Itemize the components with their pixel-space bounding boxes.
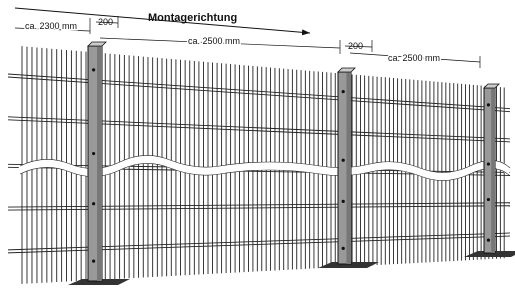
dimension-label: ca. 2500 mm — [388, 53, 440, 63]
direction-label: Montagerichtung — [148, 12, 237, 24]
dimension-label: 200 — [98, 17, 113, 27]
post-cap — [338, 68, 355, 72]
wire — [8, 77, 510, 112]
dimension-label: 200 — [348, 41, 363, 51]
wire — [8, 233, 510, 250]
post-clip — [342, 90, 345, 93]
post-cap — [88, 42, 106, 46]
post-clip — [487, 198, 490, 201]
post-clip — [92, 260, 95, 263]
wire — [8, 117, 510, 139]
wire — [8, 74, 510, 109]
post-clip — [342, 247, 345, 250]
dimension-label: ca. 2500 mm — [188, 36, 240, 46]
post-clip — [487, 239, 490, 242]
post-clip — [487, 162, 490, 165]
wire — [8, 236, 510, 253]
post-clip — [342, 159, 345, 162]
post-side — [491, 88, 495, 253]
post-side — [346, 72, 351, 264]
post-clip — [487, 103, 490, 106]
post-side — [97, 46, 102, 281]
post-clip — [342, 200, 345, 203]
post-clip — [92, 202, 95, 205]
post-clip — [92, 68, 95, 71]
fence-diagram: Montagerichtung ca. 2300 mm 200 ca. 2500… — [0, 0, 515, 294]
dimension-label: ca. 2300 mm — [25, 21, 77, 31]
post-clip — [92, 152, 95, 155]
wire — [8, 120, 510, 142]
